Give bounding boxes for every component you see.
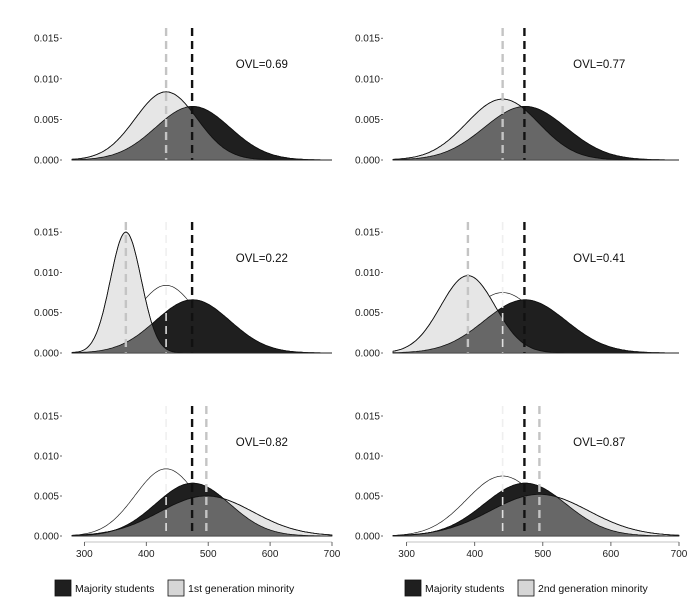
y-tick-label: 0.010 [355,74,380,85]
majority-density-outline [393,482,679,537]
panel-row1-right: 0.000 0.005 0.010 0.015 OVL=0.77 [355,28,680,167]
overlap-density-area [72,496,332,536]
y-tick-label: 0.015 [34,228,59,239]
legend-right-majority-swatch [404,579,422,597]
y-tick-label: 0.010 [355,268,380,279]
panel-row2-left: 0.000 0.005 0.010 0.015 OVL=0.22 [34,222,333,360]
y-tick-label: 0.010 [34,74,59,85]
legend-right-minority-label: 2nd generation minority [538,583,648,595]
y-tick-label: 0.000 [355,532,380,543]
y-tick-label: 0.000 [355,349,380,360]
x-tick-label: 700 [671,549,688,560]
x-tick-label: 500 [200,549,217,560]
majority-density-outline [72,106,333,161]
y-tick-label: 0.005 [34,115,59,126]
y-tick-label: 0.010 [34,268,59,279]
legend-right: Majority students 2nd generation minorit… [404,579,648,597]
y-tick-label: 0.000 [34,532,59,543]
x-tick-label: 600 [262,549,279,560]
ovl-annotation: OVL=0.22 [236,253,288,265]
y-tick-label: 0.015 [355,34,380,45]
y-tick-label: 0.015 [34,412,59,423]
majority-density-outline [393,105,680,161]
y-tick-label: 0.015 [355,412,380,423]
overlap-density-area [72,107,332,160]
legend-left-minority-label: 1st generation minority [188,583,295,595]
panel-row3-right: 0.000 0.005 0.010 0.015 300 400 500 600 700 OVL=0… [355,406,688,560]
legend-left-minority-swatch [167,579,185,597]
y-tick-label: 0.015 [355,228,380,239]
y-tick-label: 0.000 [34,349,59,360]
ovl-annotation: OVL=0.87 [573,437,625,449]
panels-layer: 0.0000.0050.0100.015OVL=0.690.0000.0050.… [34,28,688,560]
y-tick-label: 0.010 [355,452,380,463]
minority-density-outline [393,494,680,536]
x-tick-label: 700 [324,549,341,560]
x-tick-label: 600 [603,549,620,560]
majority-density-outline [393,299,680,354]
y-tick-label: 0.000 [355,156,380,167]
x-tick-label: 300 [76,549,93,560]
majority-density-outline [72,299,333,354]
overlap-density-area [72,324,332,353]
y-tick-label: 0.005 [355,308,380,319]
ovl-annotation: OVL=0.77 [573,59,625,71]
panel-row2-right: 0.000 0.005 0.010 0.015 OVL=0.41 [355,222,680,360]
ovl-annotation: OVL=0.41 [573,253,625,265]
x-tick-label: 500 [534,549,551,560]
legend-left: Majority students 1st generation minorit… [54,579,295,597]
minority-density-outline [71,495,333,536]
y-tick-label: 0.005 [355,115,380,126]
y-tick-label: 0.010 [34,452,59,463]
ovl-annotation: OVL=0.69 [236,59,288,71]
ovl-annotation: OVL=0.82 [236,437,288,449]
y-tick-label: 0.005 [355,492,380,503]
overlap-density-area [393,310,679,353]
legend-left-majority-label: Majority students [75,583,154,595]
x-tick-label: 400 [138,549,155,560]
overlap-density-area [393,106,679,160]
legend-right-minority-swatch [517,579,535,597]
y-tick-label: 0.015 [34,34,59,45]
panel-row1-left: 0.000 0.005 0.010 0.015 OVL=0.69 [34,28,333,167]
y-tick-label: 0.005 [34,308,59,319]
legend-right-majority-label: Majority students [425,583,504,595]
x-tick-label: 300 [398,549,415,560]
y-tick-label: 0.000 [34,156,59,167]
y-tick-label: 0.005 [34,492,59,503]
legend-left-majority-swatch [54,579,72,597]
x-tick-label: 400 [466,549,483,560]
overlap-density-area [393,494,679,536]
panel-row3-left: 0.000 0.005 0.010 0.015 300 400 500 600 700 OVL=0… [34,406,341,560]
